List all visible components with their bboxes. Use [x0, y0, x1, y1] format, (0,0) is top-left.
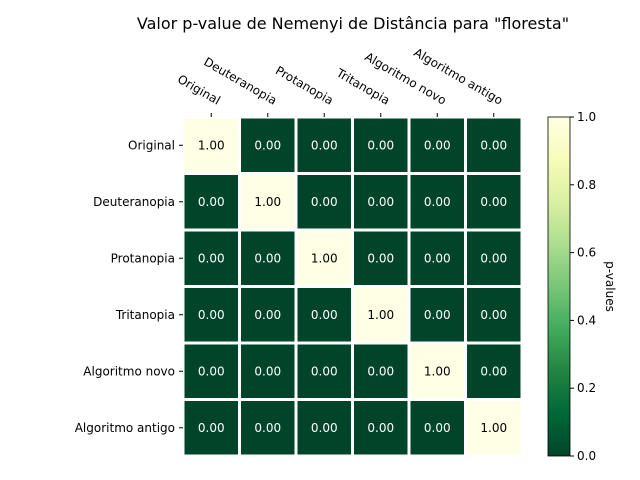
- colorbar-label: p-values: [603, 261, 617, 312]
- heatmap-cell: [354, 231, 408, 285]
- colorbar-tick-label: 0.8: [577, 178, 596, 192]
- cell-value-label: 0.00: [367, 364, 394, 378]
- cell-value-label: 1.00: [311, 251, 338, 265]
- cell-value-label: 0.00: [311, 308, 338, 322]
- cell-value-label: 0.00: [198, 308, 225, 322]
- cell-value-label: 0.00: [424, 251, 451, 265]
- cell-value-label: 0.00: [367, 421, 394, 435]
- heatmap-cell: [184, 231, 238, 285]
- cell-value-label: 0.00: [424, 195, 451, 209]
- colorbar-gradient: [547, 116, 571, 457]
- cell-value-label: 1.00: [424, 364, 451, 378]
- chart-title: Valor p-value de Nemenyi de Distância pa…: [137, 14, 569, 33]
- cell-value-label: 0.00: [254, 138, 281, 152]
- heatmap-cell: [354, 344, 408, 398]
- heatmap-cell: [297, 288, 351, 342]
- cell-value-label: 0.00: [424, 308, 451, 322]
- heatmap-cell: [297, 401, 351, 455]
- cell-value-label: 0.00: [254, 251, 281, 265]
- heatmap-cell: [354, 288, 408, 342]
- heatmap-cell: [467, 231, 521, 285]
- colorbar-tick-label: 0.2: [577, 381, 596, 395]
- colorbar-tick-label: 1.0: [577, 110, 596, 124]
- cell-value-label: 1.00: [480, 421, 507, 435]
- cell-value-label: 0.00: [311, 364, 338, 378]
- heatmap-cell: [410, 344, 464, 398]
- cell-value-label: 0.00: [480, 251, 507, 265]
- heatmap-cells: 1.00 0.00 0.00 0.00 0.00 0.00 0.00 1.00 0.00 0.00…: [184, 118, 521, 455]
- cell-value-label: 0.00: [198, 364, 225, 378]
- cell-value-label: 0.00: [424, 138, 451, 152]
- heatmap-cell: [410, 288, 464, 342]
- y-axis-labels: Original Deuteranopia Protanopia Tritanopia…: [75, 138, 183, 435]
- y-tick-label: Original: [128, 138, 175, 152]
- heatmap-cell: [184, 401, 238, 455]
- colorbar-tick-label: 0.0: [577, 449, 596, 463]
- heatmap-cell: [297, 344, 351, 398]
- heatmap-cell: [354, 175, 408, 229]
- cell-value-label: 0.00: [311, 138, 338, 152]
- heatmap-cell: [410, 231, 464, 285]
- heatmap-cell: [467, 401, 521, 455]
- y-tick-label: Tritanopia: [115, 308, 175, 322]
- x-tick-label: Algoritmo antigo: [411, 45, 505, 107]
- heatmap-cell: [184, 288, 238, 342]
- heatmap-cell: [467, 288, 521, 342]
- x-axis-labels: OriginalDeuteranopiaProtanopiaTritanopia…: [175, 45, 505, 117]
- cell-value-label: 0.00: [198, 421, 225, 435]
- heatmap-cell: [241, 175, 295, 229]
- cell-value-label: 1.00: [254, 195, 281, 209]
- heatmap-cell: [410, 118, 464, 172]
- cell-value-label: 0.00: [480, 364, 507, 378]
- cell-value-label: 0.00: [480, 138, 507, 152]
- cell-value-label: 0.00: [480, 308, 507, 322]
- cell-value-label: 1.00: [367, 308, 394, 322]
- cell-value-label: 1.00: [198, 138, 225, 152]
- cell-value-label: 0.00: [311, 421, 338, 435]
- colorbar-tick-label: 0.4: [577, 313, 596, 327]
- heatmap-cell: [297, 118, 351, 172]
- heatmap-cell: [184, 175, 238, 229]
- y-tick-label: Protanopia: [111, 251, 175, 265]
- colorbar-tick-label: 0.6: [577, 246, 596, 260]
- cell-value-label: 0.00: [480, 195, 507, 209]
- heatmap-cell: [354, 401, 408, 455]
- cell-value-label: 0.00: [367, 138, 394, 152]
- cell-value-label: 0.00: [254, 421, 281, 435]
- heatmap-cell: [241, 231, 295, 285]
- heatmap-cell: [410, 175, 464, 229]
- colorbar: 0.0 0.2 0.4 0.6 0.8 1.0 p-values: [547, 110, 617, 463]
- x-tick-label: Protanopia: [273, 63, 336, 107]
- y-tick-label: Algoritmo antigo: [75, 421, 175, 435]
- y-tick-label: Algoritmo novo: [83, 364, 175, 378]
- y-tick-label: Deuteranopia: [93, 195, 175, 209]
- cell-value-label: 0.00: [367, 195, 394, 209]
- heatmap-cell: [184, 344, 238, 398]
- cell-value-label: 0.00: [198, 251, 225, 265]
- heatmap-cell: [241, 118, 295, 172]
- heatmap-cell: [184, 118, 238, 172]
- heatmap-cell: [410, 401, 464, 455]
- heatmap-cell: [467, 344, 521, 398]
- heatmap-cell: [297, 175, 351, 229]
- heatmap-cell: [467, 175, 521, 229]
- cell-value-label: 0.00: [254, 308, 281, 322]
- heatmap-cell: [467, 118, 521, 172]
- heatmap-cell: [241, 288, 295, 342]
- x-tick-label: Original: [175, 72, 223, 108]
- heatmap-cell: [241, 401, 295, 455]
- cell-value-label: 0.00: [367, 251, 394, 265]
- heatmap-cell: [241, 344, 295, 398]
- heatmap-cell: [354, 118, 408, 172]
- cell-value-label: 0.00: [424, 421, 451, 435]
- cell-value-label: 0.00: [198, 195, 225, 209]
- cell-value-label: 0.00: [254, 364, 281, 378]
- heatmap-cell: [297, 231, 351, 285]
- cell-value-label: 0.00: [311, 195, 338, 209]
